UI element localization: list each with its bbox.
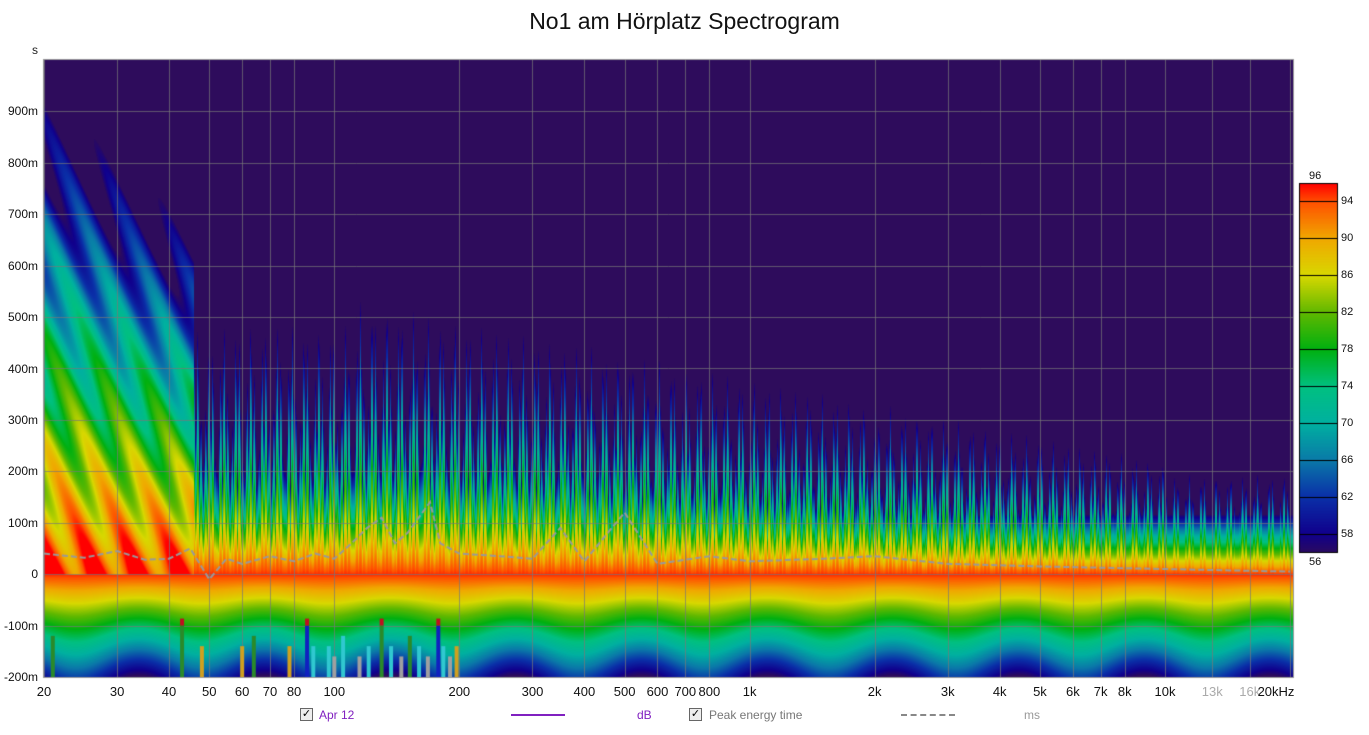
colorbar-tick-label: 78 xyxy=(1341,343,1354,356)
colorbar-max-label: 96 xyxy=(1309,170,1322,182)
y-tick-label: 500m xyxy=(7,310,38,325)
x-tick-label: 200 xyxy=(448,684,471,699)
y-axis-unit: s xyxy=(32,43,38,57)
x-tick-label: 6k xyxy=(1065,684,1080,699)
x-tick-label: 500 xyxy=(613,684,636,699)
x-tick-label: 7k xyxy=(1093,684,1108,699)
x-tick-label: 20kHz xyxy=(1257,684,1295,699)
series2-line-swatch xyxy=(901,714,955,716)
colorbar-tick-label: 94 xyxy=(1341,195,1354,208)
x-tick-label: 3k xyxy=(940,684,955,699)
y-tick-label: 300m xyxy=(7,412,38,427)
colorbar-tick-label: 90 xyxy=(1341,232,1354,245)
y-tick-label: 100m xyxy=(7,515,38,530)
colorbar-tick-label: 70 xyxy=(1341,416,1354,429)
x-tick-label: 600 xyxy=(646,684,669,699)
x-tick-label: 5k xyxy=(1033,684,1047,699)
series1-checkbox[interactable]: ✓ xyxy=(300,708,313,721)
x-tick-label: 60 xyxy=(234,684,250,699)
x-tick-label: 70 xyxy=(262,684,278,699)
series2-label: Peak energy time xyxy=(709,708,803,722)
x-tick-label: 400 xyxy=(573,684,596,699)
x-tick-label: 16k xyxy=(1239,684,1261,699)
y-tick-label: 900m xyxy=(7,104,38,119)
x-tick-label: 800 xyxy=(698,684,721,699)
y-tick-label: 200m xyxy=(7,464,38,479)
colorbar-tick-label: 82 xyxy=(1341,306,1354,319)
y-tick-label: -100m xyxy=(3,618,38,633)
colorbar-tick-label: 62 xyxy=(1341,490,1354,503)
y-tick-label: -200m xyxy=(3,670,38,684)
x-tick-label: 8k xyxy=(1117,684,1132,699)
x-tick-label: 80 xyxy=(286,684,302,699)
y-tick-label: 600m xyxy=(7,258,38,273)
x-tick-label: 1k xyxy=(742,684,757,699)
y-tick-label: 800m xyxy=(7,155,38,170)
x-tick-label: 50 xyxy=(202,684,217,699)
x-tick-label: 13k xyxy=(1201,684,1223,699)
colorbar-min-label: 56 xyxy=(1309,556,1322,568)
colorbar-tick-label: 86 xyxy=(1341,269,1354,282)
series2-checkbox[interactable]: ✓ xyxy=(689,708,702,721)
series2-unit: ms xyxy=(1024,708,1040,722)
colorbar-tick-label: 66 xyxy=(1341,453,1354,466)
x-tick-label: 300 xyxy=(521,684,544,699)
series1-unit: dB xyxy=(637,708,652,722)
y-tick-label: 700m xyxy=(7,207,38,222)
x-tick-label: 4k xyxy=(992,684,1007,699)
x-tick-label: 2k xyxy=(867,684,882,699)
x-tick-label: 10k xyxy=(1154,684,1176,699)
x-tick-label: 100 xyxy=(323,684,346,699)
series1-line-swatch xyxy=(511,714,565,716)
x-tick-label: 20 xyxy=(36,684,52,699)
x-tick-label: 30 xyxy=(109,684,125,699)
series1-label: Apr 12 xyxy=(319,708,355,722)
colorbar-tick-label: 74 xyxy=(1341,379,1354,392)
x-tick-label: 700 xyxy=(674,684,697,699)
y-tick-label: 0 xyxy=(31,567,38,582)
colorbar-tick-label: 58 xyxy=(1341,527,1354,540)
x-tick-label: 40 xyxy=(161,684,177,699)
y-tick-label: 400m xyxy=(7,361,38,376)
